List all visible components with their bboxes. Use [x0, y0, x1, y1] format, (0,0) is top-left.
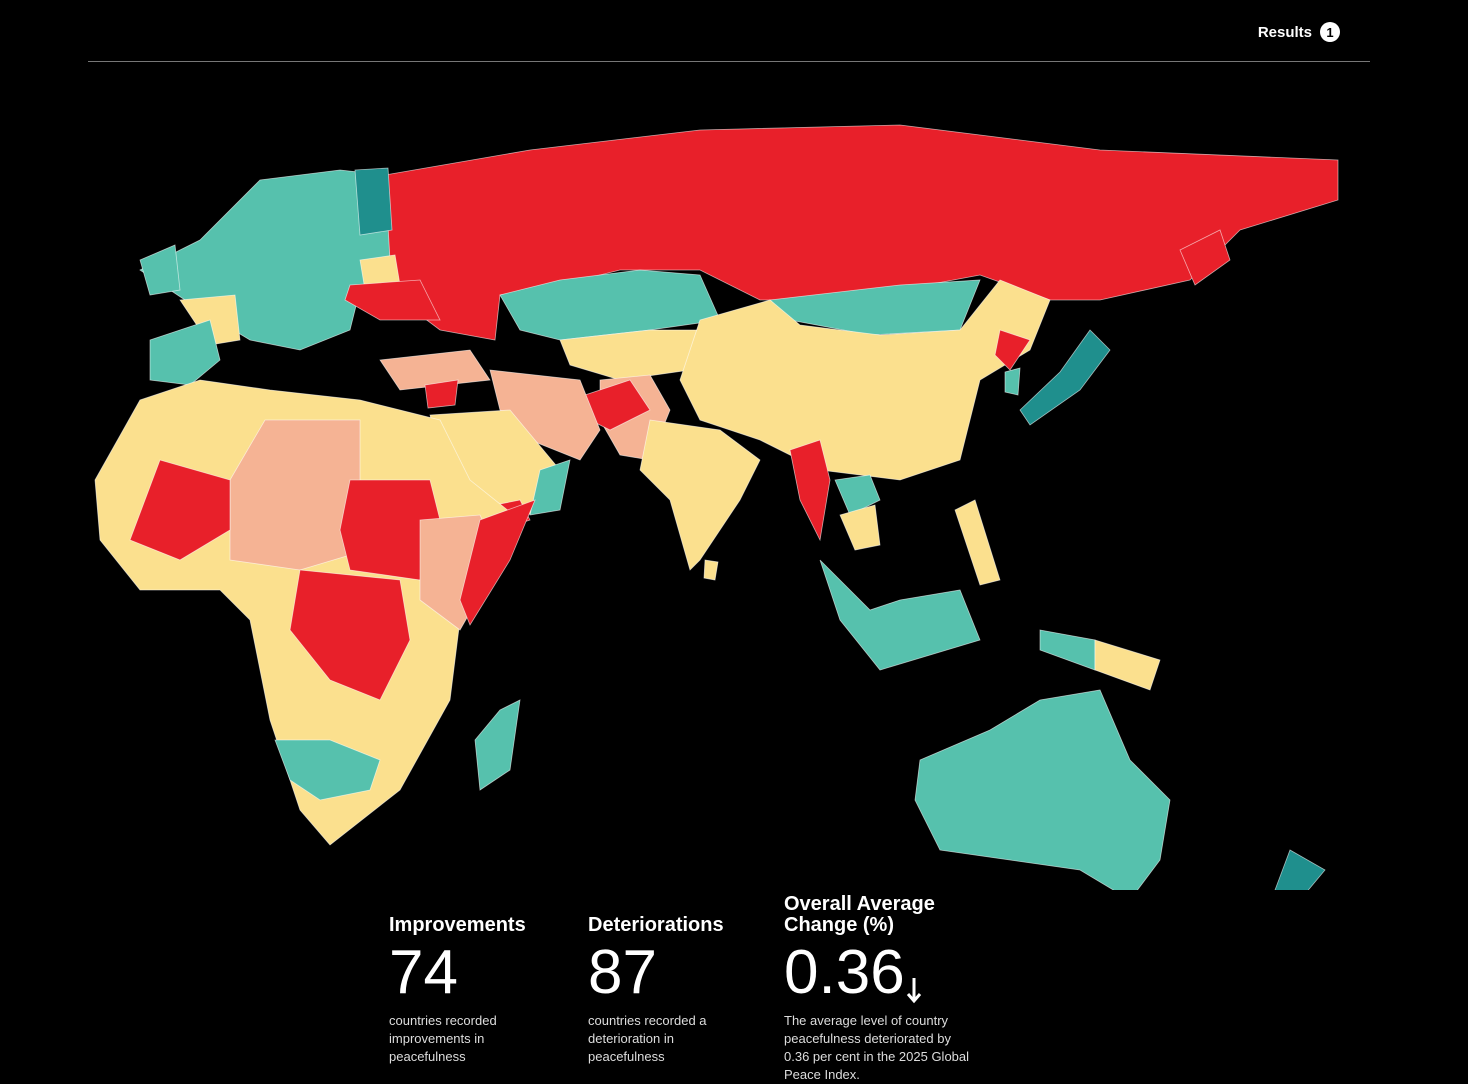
results-count: 1	[1320, 22, 1340, 42]
stat-title: Improvements	[389, 914, 526, 936]
divider	[88, 61, 1370, 62]
results-button[interactable]: Results 1	[1258, 22, 1340, 42]
stat-value: 0.36	[784, 938, 905, 1007]
down-arrow-icon	[906, 978, 921, 1004]
world-map	[94, 124, 1339, 890]
stat-deteriorations: Deteriorations 87 countries recorded a d…	[588, 915, 783, 1066]
stat-title: Overall Average Change (%)	[784, 893, 935, 936]
stat-overall-change: Overall Average Change (%) 0.36 The aver…	[784, 894, 979, 1084]
stat-value: 87	[588, 938, 657, 1007]
stat-description: The average level of country peacefulnes…	[784, 1013, 970, 1082]
stat-value-row: 0.36	[784, 942, 979, 1004]
stat-title: Deteriorations	[588, 914, 724, 936]
results-label: Results	[1257, 23, 1312, 41]
stat-description: countries recorded a deterioration in pe…	[588, 1013, 707, 1064]
stat-description: countries recorded improvements in peace…	[389, 1013, 497, 1064]
stat-improvements: Improvements 74 countries recorded impro…	[389, 915, 584, 1066]
stat-value: 74	[389, 938, 458, 1007]
